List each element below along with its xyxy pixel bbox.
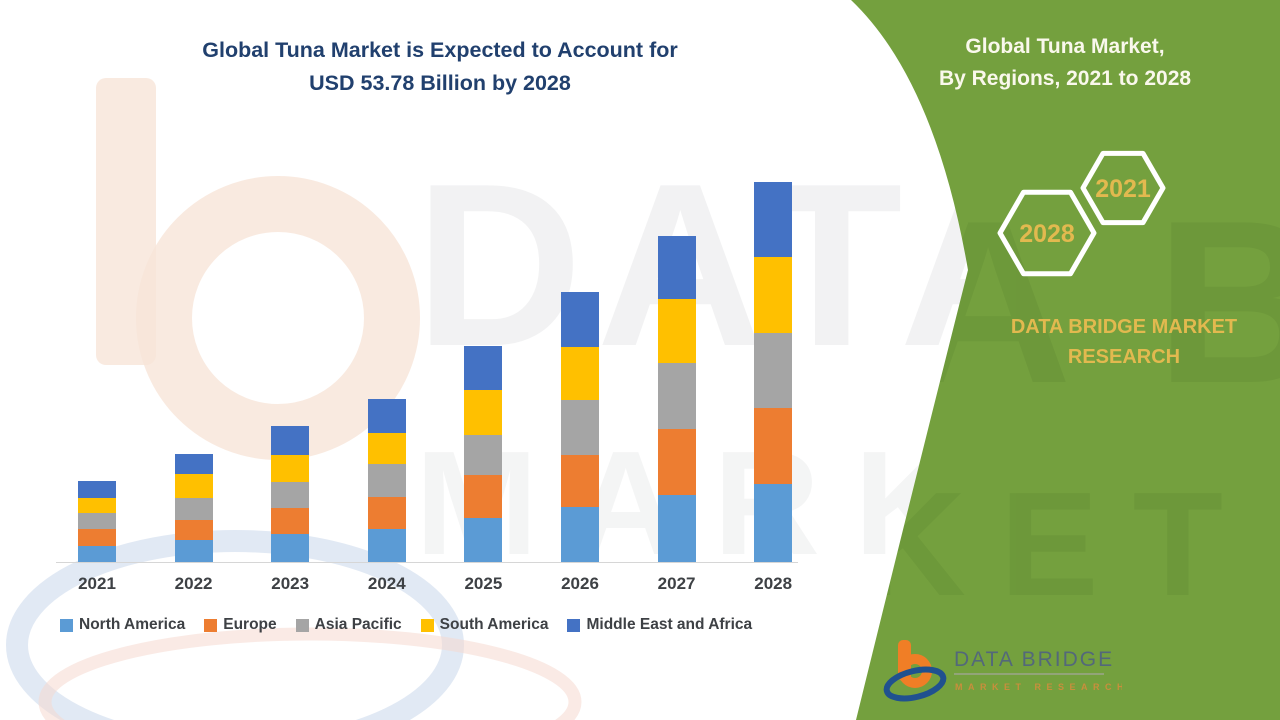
legend-swatch: [204, 618, 218, 632]
legend-item: Middle East and Africa: [567, 616, 752, 634]
bar-segment-europe: [367, 496, 406, 529]
footer-logo-tagline: MARKET RESEARCH: [955, 682, 1122, 692]
bar-segment-south-america: [367, 433, 406, 465]
bar-segment-north-america: [78, 546, 116, 562]
x-axis-label: 2021: [78, 574, 116, 593]
bar-segment-europe: [78, 528, 116, 547]
x-axis-labels: 2021 2022 2023 2024 2025 2026 2027 2028: [56, 574, 798, 598]
bar-segment-middle-east-and-africa: [657, 236, 696, 299]
bar-segment-asia-pacific: [367, 464, 406, 497]
legend: North America Europe Asia Pacific South Ame…: [60, 616, 752, 634]
bar-segment-asia-pacific: [561, 400, 599, 455]
bar-segment-south-america: [657, 299, 696, 364]
panel-text-watermark: DATA BRIDGE MARKET RESEARCH: [420, 173, 1280, 627]
bar-segment-middle-east-and-africa: [754, 181, 793, 257]
data-bridge-logo-icon: [883, 640, 947, 702]
bar-segment-asia-pacific: [754, 332, 793, 409]
legend-swatch: [295, 618, 309, 632]
bar-segment-middle-east-and-africa: [464, 345, 503, 390]
hexagon-2021-label: 2021: [1095, 175, 1151, 203]
legend-label: Asia Pacific: [314, 616, 402, 633]
bar-segment-middle-east-and-africa: [561, 291, 599, 348]
legend-label: Europe: [223, 616, 277, 633]
bar-segment-middle-east-and-africa: [78, 481, 116, 498]
legend-swatch: [420, 618, 434, 632]
hexagon-2028-icon: [997, 189, 1097, 277]
bar-segment-asia-pacific: [271, 482, 310, 508]
bar-segment-south-america: [561, 347, 599, 401]
hexagon-2028-label: 2028: [1019, 220, 1075, 248]
x-axis-label: 2023: [271, 574, 310, 593]
legend-item: Asia Pacific: [295, 616, 402, 634]
legend-item: North America: [60, 616, 185, 634]
panel-title-line2: By Regions, 2021 to 2028: [938, 67, 1192, 90]
legend-label: Middle East and Africa: [586, 616, 753, 633]
chart-title: Global Tuna Market is Expected to Accoun…: [90, 34, 790, 100]
legend-label: North America: [79, 616, 186, 633]
bar-segment-europe: [464, 475, 503, 519]
hexagon-2021-icon: [1080, 150, 1166, 226]
bar-segment-north-america: [271, 534, 310, 562]
brand-text-line2: RESEARCH: [1067, 346, 1181, 368]
bar-segment-europe: [561, 454, 599, 507]
x-axis-label: 2026: [561, 574, 599, 593]
bar-segment-south-america: [754, 256, 793, 333]
bar-segment-south-america: [78, 497, 116, 513]
bar-segment-europe: [657, 429, 696, 495]
bar-segment-north-america: [464, 518, 503, 562]
legend-swatch: [567, 618, 581, 632]
bar-segment-south-america: [174, 473, 213, 499]
bar-segment-middle-east-and-africa: [174, 453, 213, 474]
x-axis-label: 2028: [754, 574, 793, 593]
legend-item: Europe: [204, 616, 277, 634]
x-axis-label: 2024: [367, 574, 406, 593]
bar-segment-europe: [174, 519, 213, 541]
brand-text: DATA BRIDGE MARKET RESEARCH: [990, 312, 1258, 372]
chart-title-line1: Global Tuna Market is Expected to Accoun…: [202, 38, 678, 62]
bar-segment-north-america: [754, 484, 793, 562]
bar-segment-middle-east-and-africa: [271, 426, 310, 455]
bar-segment-europe: [754, 408, 793, 485]
bar-segment-north-america: [561, 506, 599, 562]
legend-item: South America: [420, 616, 549, 634]
legend-swatch: [60, 618, 73, 632]
bars-layer: [56, 170, 798, 563]
footer-logo: DATA BRIDGE MARKET RESEARCH: [883, 640, 1122, 702]
panel-watermark-line2: MARKET RESEARCH: [420, 462, 1280, 627]
bar-segment-asia-pacific: [78, 512, 116, 529]
bar-segment-asia-pacific: [174, 498, 213, 520]
bar-segment-north-america: [174, 540, 213, 562]
brand-text-line1: DATA BRIDGE MARKET: [1010, 316, 1238, 338]
bar-segment-asia-pacific: [657, 363, 696, 430]
chart-title-line2: USD 53.78 Billion by 2028: [309, 71, 571, 95]
x-axis-label: 2025: [464, 574, 503, 593]
bar-segment-europe: [271, 507, 310, 535]
panel-title: Global Tuna Market, By Regions, 2021 to …: [905, 31, 1225, 95]
x-axis-label: 2022: [174, 574, 213, 593]
x-axis-label: 2027: [657, 574, 696, 593]
legend-label: South America: [439, 616, 549, 633]
green-panel-shape: [851, 0, 1280, 720]
bar-segment-north-america: [657, 494, 696, 562]
bar-segment-south-america: [464, 389, 503, 435]
footer-logo-name: DATA BRIDGE: [954, 648, 1114, 671]
bar-segment-middle-east-and-africa: [367, 398, 406, 434]
panel-title-line1: Global Tuna Market,: [965, 35, 1165, 58]
bar-segment-north-america: [367, 528, 406, 562]
bar-segment-asia-pacific: [464, 434, 503, 476]
bar-segment-south-america: [271, 454, 310, 483]
